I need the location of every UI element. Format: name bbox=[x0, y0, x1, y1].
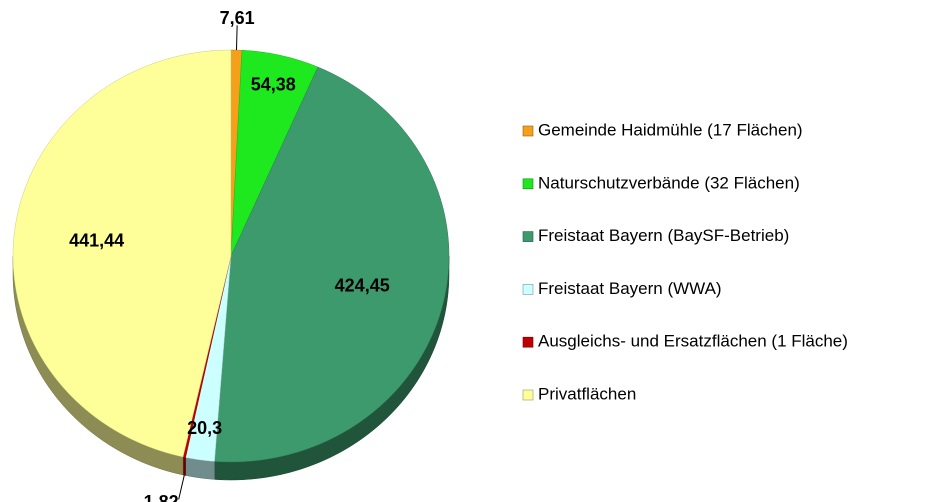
legend-swatch bbox=[522, 125, 534, 137]
legend-swatch bbox=[522, 231, 534, 242]
pie-slice bbox=[12, 49, 232, 458]
legend-swatch bbox=[522, 389, 534, 401]
legend-label: Freistaat Bayern (WWA) bbox=[538, 279, 722, 298]
data-label: 441,44 bbox=[69, 231, 124, 251]
legend-swatch bbox=[522, 336, 534, 348]
slice-side bbox=[182, 456, 186, 476]
data-label: 424,45 bbox=[335, 275, 390, 295]
legend-label: Gemeinde Haidmühle (17 Flächen) bbox=[538, 120, 803, 139]
legend-label: Ausgleichs- und Ersatzflächen (1 Fläche) bbox=[538, 332, 848, 351]
data-label: 7,61 bbox=[220, 8, 255, 28]
data-label: 54,38 bbox=[251, 74, 296, 94]
legend-label: Freistaat Bayern (BaySF-Betrieb) bbox=[538, 226, 789, 245]
pie-slice bbox=[230, 49, 319, 257]
legend-swatch bbox=[522, 284, 534, 295]
data-label: 1,82 bbox=[144, 492, 179, 502]
data-label: 20,3 bbox=[187, 418, 222, 438]
pie-slice bbox=[214, 66, 450, 463]
legend-label: Privatflächen bbox=[538, 384, 636, 403]
leader-line bbox=[178, 475, 185, 500]
legend-swatch bbox=[522, 178, 534, 190]
leader-line bbox=[235, 25, 238, 51]
legend-label: Naturschutzverbände (32 Flächen) bbox=[538, 173, 800, 192]
